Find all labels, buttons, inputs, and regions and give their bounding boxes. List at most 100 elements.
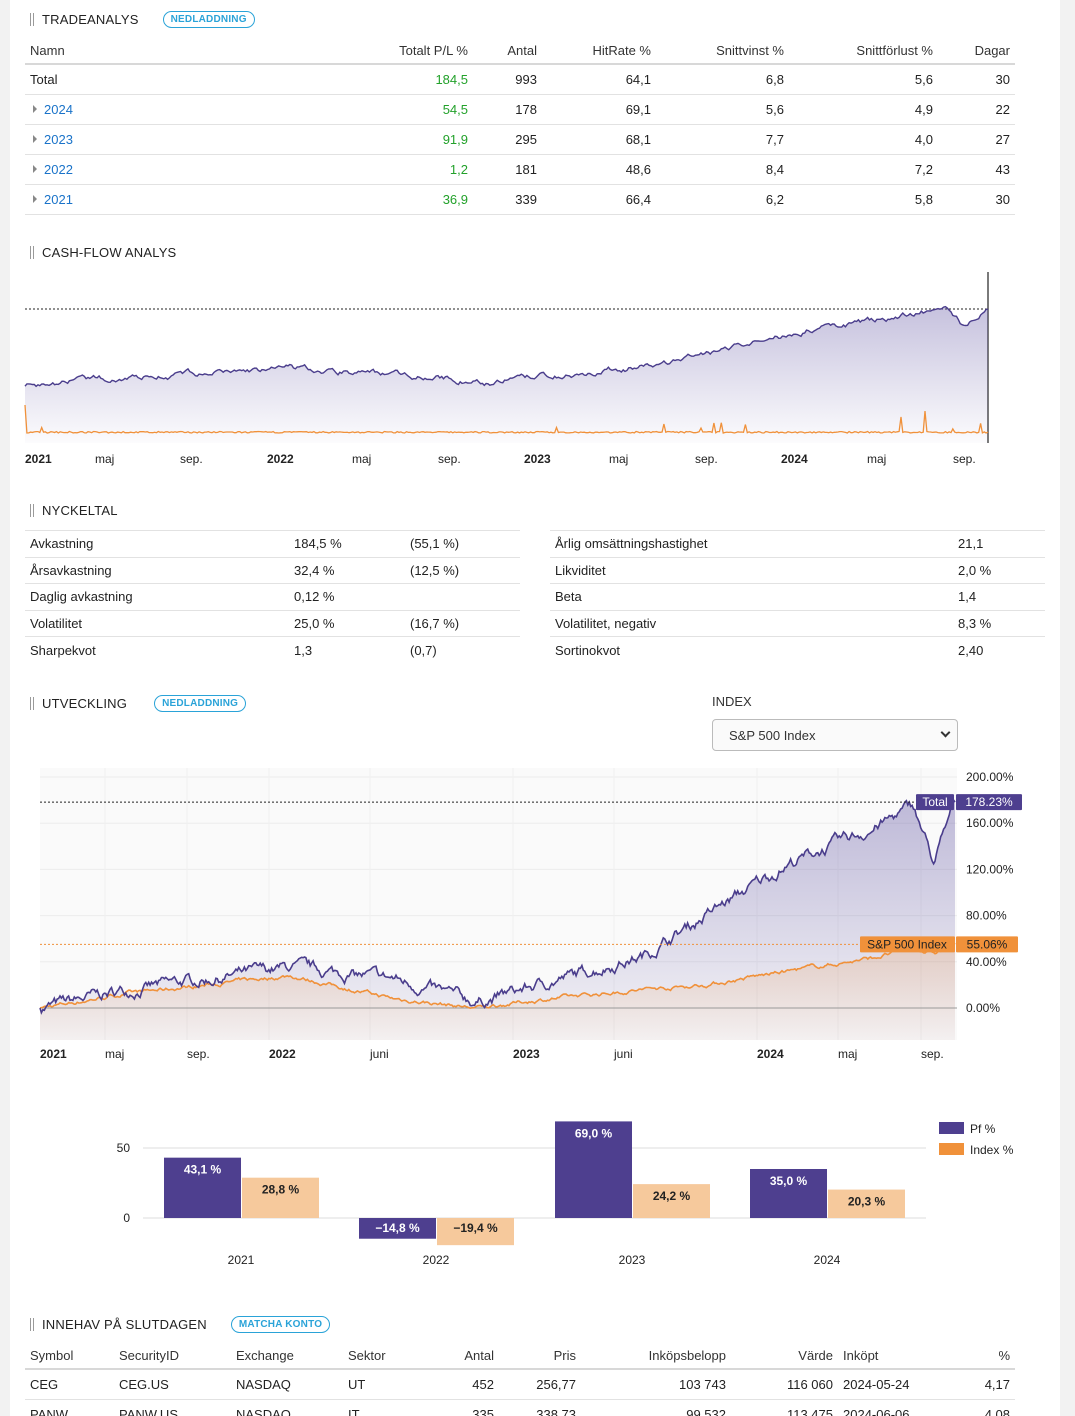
kpi-index-value: (16,7 %) (405, 610, 520, 637)
holdings-table: Symbol SecurityID Exchange Sektor Antal … (25, 1343, 1015, 1416)
year-expand-link[interactable]: 2021 (25, 184, 215, 215)
kpi-label: Likviditet (550, 557, 953, 584)
expand-triangle-icon[interactable] (33, 164, 37, 173)
snittvinst-cell: 7,7 (656, 124, 789, 155)
snittforlust-cell: 7,2 (789, 154, 938, 185)
bar-data-label: −19,4 % (453, 1221, 498, 1235)
bar (164, 1157, 241, 1218)
year-link[interactable]: 2021 (44, 191, 73, 207)
section-marker-icon (30, 697, 34, 710)
nyckeltal-left-table: Avkastning 184,5 % (55,1 %) Årsavkastning 3… (25, 530, 520, 663)
snittforlust-cell: 5,8 (789, 184, 938, 215)
kpi-row: Avkastning 184,5 % (55,1 %) (25, 530, 520, 558)
date-cell: 2024-06-06 (838, 1399, 948, 1416)
column-header[interactable]: Namn (25, 38, 215, 65)
index-label: INDEX (712, 694, 752, 709)
bar (555, 1121, 632, 1218)
y-tick-label: 50 (117, 1141, 131, 1155)
dagar-cell: 30 (938, 184, 1015, 215)
download-button[interactable]: NEDLADDNING (154, 695, 247, 712)
year-expand-link[interactable]: 2024 (25, 94, 215, 125)
cashflow-x-axis: 2021 maj sep. 2022 maj sep. 2023 maj sep. 2024 maj… (25, 452, 976, 466)
year-link[interactable]: 2022 (44, 161, 73, 177)
column-header[interactable]: Snittförlust % (789, 38, 938, 65)
x-tick-label: sep. (180, 452, 203, 466)
column-header[interactable]: Sektor (343, 1343, 403, 1370)
column-header[interactable]: HitRate % (542, 38, 656, 65)
value-cell: 113 475 (731, 1399, 838, 1416)
column-header[interactable]: Pris (499, 1343, 581, 1370)
performance-chart[interactable]: Total 178.23% S&P 500 Index 55.06% 200.0… (10, 760, 1060, 1070)
kpi-row: Daglig avkastning 0,12 % (25, 583, 520, 611)
bar (750, 1169, 827, 1218)
column-header[interactable]: Exchange (231, 1343, 343, 1370)
antal-cell: 178 (473, 94, 542, 125)
y-tick-label: 0 (123, 1211, 130, 1225)
match-account-button[interactable]: MATCHA KONTO (230, 1316, 331, 1333)
column-header[interactable]: Inköpsbelopp (581, 1343, 731, 1370)
portfolio-value: 178.23% (965, 795, 1013, 809)
index-value: 55.06% (967, 937, 1008, 951)
table-row[interactable]: 2021 36,9 339 66,4 6,2 5,8 30 (25, 184, 1015, 215)
kpi-row: Beta 1,4 (550, 583, 1045, 611)
bar-labels: 43,1 % 28,8 % −14,8 % −19,4 % 69,0 % 24,2 % 35… (184, 1126, 886, 1235)
year-link[interactable]: 2023 (44, 131, 73, 147)
annual-return-chart[interactable]: 50 0 43,1 % 28,8 % −14,8 % −19,4 % 69,0 % 24,2… (10, 1100, 1060, 1280)
table-row[interactable]: 2023 91,9 295 68,1 7,7 4,0 27 (25, 124, 1015, 155)
index-select[interactable]: S&P 500 Index (712, 719, 958, 751)
column-header[interactable]: SecurityID (114, 1343, 231, 1370)
section-marker-icon (30, 13, 34, 26)
column-header[interactable]: Inköpt (838, 1343, 948, 1370)
x-tick-label: 2022 (269, 1047, 296, 1061)
dagar-cell: 27 (938, 124, 1015, 155)
table-row[interactable]: 2024 54,5 178 69,1 5,6 4,9 22 (25, 94, 1015, 125)
index-tag-bg (860, 936, 955, 953)
x-tick-label: 2023 (524, 452, 551, 466)
column-header[interactable]: Antal (403, 1343, 499, 1370)
bar-category-label: 2021 (228, 1253, 255, 1267)
hitrate-cell: 64,1 (542, 64, 656, 95)
cashflow-chart[interactable]: 2021 maj sep. 2022 maj sep. 2023 maj sep. 2024 maj… (10, 265, 1060, 475)
bar-legend: Pf % Index % (939, 1122, 1014, 1157)
x-tick-label: 2024 (781, 452, 808, 466)
column-header[interactable]: Antal (473, 38, 542, 65)
hitrate-cell: 48,6 (542, 154, 656, 185)
year-link[interactable]: 2024 (44, 101, 73, 117)
table-row: Total 184,5 993 64,1 6,8 5,6 30 (25, 64, 1015, 95)
column-header[interactable]: Totalt P/L % (215, 38, 473, 65)
column-header[interactable]: % (948, 1343, 1015, 1370)
x-tick-label: sep. (438, 452, 461, 466)
year-expand-link[interactable]: 2023 (25, 124, 215, 155)
index-value-tag: S&P 500 Index 55.06% (860, 936, 1018, 953)
nyckeltal-right-table: Årlig omsättningshastighet 21,1 Likvidite… (550, 530, 1045, 663)
kpi-label: Avkastning (25, 530, 289, 558)
kpi-label: Årsavkastning (25, 557, 289, 584)
expand-triangle-icon[interactable] (33, 134, 37, 143)
bar-data-label: 24,2 % (653, 1189, 691, 1203)
table-row[interactable]: 2022 1,2 181 48,6 8,4 7,2 43 (25, 154, 1015, 185)
bar-series (164, 1121, 905, 1246)
kpi-label: Volatilitet, negativ (550, 610, 953, 637)
kpi-label: Daglig avkastning (25, 583, 289, 611)
kpi-label: Beta (550, 583, 953, 611)
snittvinst-cell: 6,2 (656, 184, 789, 215)
x-tick-label: maj (867, 452, 886, 466)
hitrate-cell: 68,1 (542, 124, 656, 155)
column-header[interactable]: Snittvinst % (656, 38, 789, 65)
snittvinst-cell: 6,8 (656, 64, 789, 95)
y-tick-label: 80.00% (966, 909, 1007, 923)
x-tick-label: 2022 (267, 452, 294, 466)
column-header[interactable]: Dagar (938, 38, 1015, 65)
download-button[interactable]: NEDLADDNING (162, 11, 255, 28)
section-title: UTVECKLING (42, 696, 128, 711)
year-expand-link[interactable]: 2022 (25, 154, 215, 185)
column-header[interactable]: Symbol (25, 1343, 114, 1370)
x-tick-label: juni (613, 1047, 633, 1061)
column-header[interactable]: Värde (731, 1343, 838, 1370)
section-marker-icon (30, 504, 34, 517)
expand-triangle-icon[interactable] (33, 104, 37, 113)
kpi-index-value: (55,1 %) (405, 530, 520, 558)
expand-triangle-icon[interactable] (33, 194, 37, 203)
legend-swatch (939, 1143, 964, 1155)
row-name: Total (25, 64, 215, 95)
